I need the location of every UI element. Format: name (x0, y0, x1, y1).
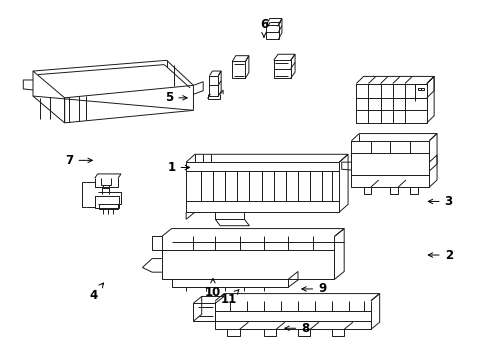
Text: 3: 3 (427, 195, 452, 208)
Text: 11: 11 (221, 290, 238, 306)
Text: 4: 4 (89, 283, 103, 302)
Text: 6: 6 (259, 18, 267, 37)
Text: 9: 9 (301, 283, 326, 296)
Text: 10: 10 (204, 279, 221, 299)
Text: 8: 8 (284, 322, 309, 335)
Text: 1: 1 (167, 161, 189, 174)
Text: 2: 2 (427, 248, 452, 261)
Text: 7: 7 (65, 154, 92, 167)
Text: 5: 5 (164, 91, 187, 104)
